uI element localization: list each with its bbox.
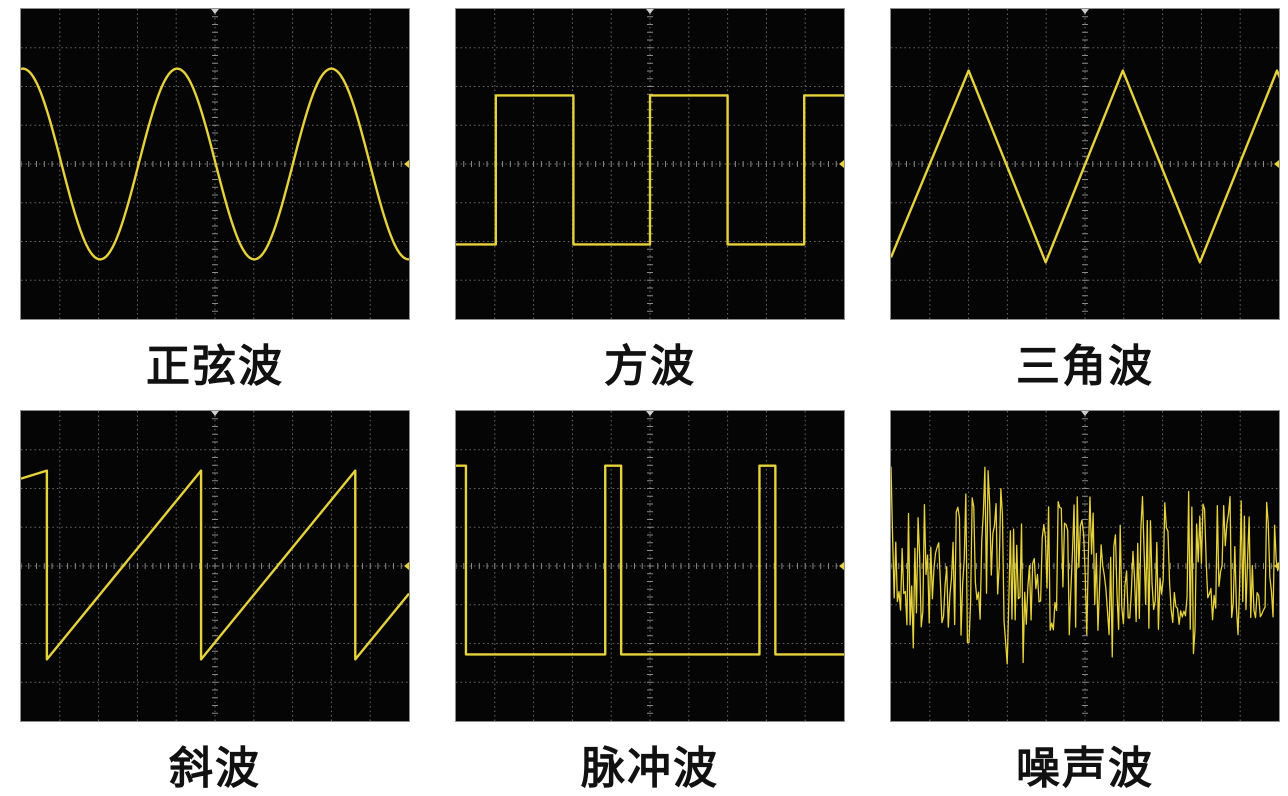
waveform-label: 脉冲波 — [581, 743, 719, 794]
trigger-marker — [1081, 411, 1089, 416]
waveform-trace — [891, 69, 1279, 264]
waveform-label: 噪声波 — [1016, 743, 1154, 794]
graticule — [456, 411, 844, 721]
waveform-trace — [891, 466, 1279, 665]
graticule — [21, 411, 409, 721]
oscilloscope-screen — [20, 8, 410, 320]
waveform-label: 正弦波 — [146, 341, 284, 392]
waveform-trace — [21, 67, 409, 261]
waveform-trace — [456, 94, 844, 246]
oscilloscope-screen — [20, 410, 410, 722]
level-marker — [839, 562, 844, 570]
oscilloscope-screen — [890, 410, 1280, 722]
waveform-label: 三角波 — [1016, 341, 1154, 392]
waveform-label: 方波 — [604, 341, 696, 392]
waveform-label: 斜波 — [169, 743, 261, 794]
trigger-marker — [646, 411, 654, 416]
oscilloscope-screen — [455, 8, 845, 320]
oscilloscope-screen — [455, 410, 845, 722]
waveform-trace — [21, 469, 409, 661]
level-marker — [839, 160, 844, 168]
level-marker — [404, 562, 409, 570]
level-marker — [404, 160, 409, 168]
level-marker — [1274, 160, 1279, 168]
oscilloscope-screen — [890, 8, 1280, 320]
waveform-trace — [456, 464, 844, 656]
trigger-marker — [211, 411, 219, 416]
trigger-marker — [211, 9, 219, 14]
trigger-marker — [646, 9, 654, 14]
trigger-marker — [1081, 9, 1089, 14]
graticule — [21, 9, 409, 319]
